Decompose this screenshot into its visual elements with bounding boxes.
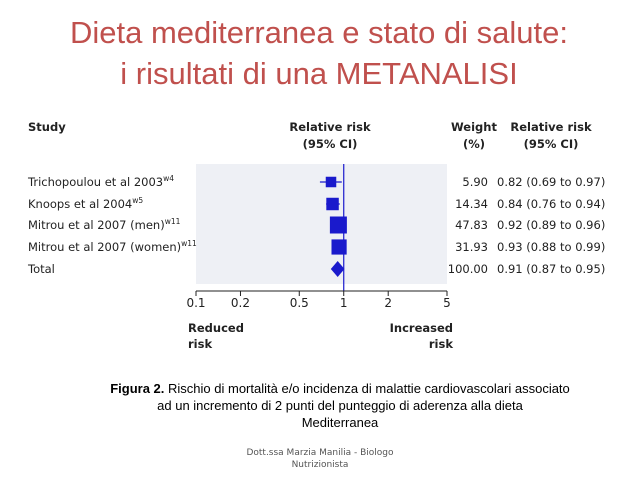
plot-shade-band <box>196 164 447 284</box>
pooled-estimate-diamond <box>330 261 345 277</box>
study-weight: 14.34 <box>455 197 488 211</box>
caption-line-1: Rischio di mortalità e/o incidenza di ma… <box>168 381 570 396</box>
caption-label: Figura 2. <box>110 381 165 396</box>
header-weight-unit: (%) <box>463 137 485 151</box>
study-ci-text: 0.92 (0.89 to 0.96) <box>497 218 605 232</box>
caption-line-3: Mediterranea <box>301 415 379 430</box>
x-tick-label: 0.1 <box>186 296 205 310</box>
reduced-risk-label-2: risk <box>188 337 212 351</box>
study-point <box>331 239 347 255</box>
increased-risk-label-2: risk <box>429 337 453 351</box>
slide-title-line-1: Dieta mediterranea e stato di salute: <box>70 15 568 50</box>
x-tick-label: 5 <box>443 296 451 310</box>
study-point <box>325 176 337 188</box>
header-weight: Weight <box>451 120 497 134</box>
header-relative-risk: Relative risk <box>289 120 371 134</box>
study-label: Mitrou et al 2007 (women)w11 <box>28 239 197 254</box>
x-tick-label: 0.2 <box>231 296 250 310</box>
slide-title-line-2: i risultati di una METANALISI <box>120 56 518 91</box>
header-study: Study <box>28 120 66 134</box>
study-point <box>326 197 339 211</box>
study-ci-text: 0.82 (0.69 to 0.97) <box>497 175 605 189</box>
header-ci-relative-risk: Relative risk <box>510 120 592 134</box>
x-tick-label: 0.5 <box>290 296 309 310</box>
figure-caption: Figura 2. Rischio di mortalità e/o incid… <box>100 380 580 431</box>
total-weight: 100.00 <box>448 262 488 276</box>
footer-line-2: Nutrizionista <box>291 460 349 470</box>
study-label: Mitrou et al 2007 (men)w11 <box>28 217 181 232</box>
study-weight: 47.83 <box>455 218 488 232</box>
study-label: Trichopoulou et al 2003w4 <box>27 174 174 189</box>
forest-plot: Study Relative risk (95% CI) Weight (%) Relat… <box>27 120 605 351</box>
study-ci-text: 0.93 (0.88 to 0.99) <box>497 240 605 254</box>
slide-footer: Dott.ssa Marzia Manilia - Biologo Nutriz… <box>230 447 410 471</box>
study-weight: 5.90 <box>462 175 488 189</box>
caption-line-2: ad un incremento di 2 punti del punteggi… <box>157 398 523 413</box>
study-label: Knoops et al 2004w5 <box>28 196 143 211</box>
reduced-risk-label: Reduced <box>188 321 244 335</box>
study-weight: 31.93 <box>455 240 488 254</box>
total-ci-text: 0.91 (0.87 to 0.95) <box>497 262 605 276</box>
x-tick-label: 2 <box>384 296 392 310</box>
header-relative-risk-ci: (95% CI) <box>303 137 358 151</box>
total-label: Total <box>27 262 55 276</box>
header-ci-range: (95% CI) <box>524 137 579 151</box>
study-ci-text: 0.84 (0.76 to 0.94) <box>497 197 605 211</box>
increased-risk-label: Increased <box>390 321 453 335</box>
x-tick-label: 1 <box>340 296 348 310</box>
study-point <box>329 216 347 234</box>
footer-line-1: Dott.ssa Marzia Manilia - Biologo <box>246 448 394 458</box>
